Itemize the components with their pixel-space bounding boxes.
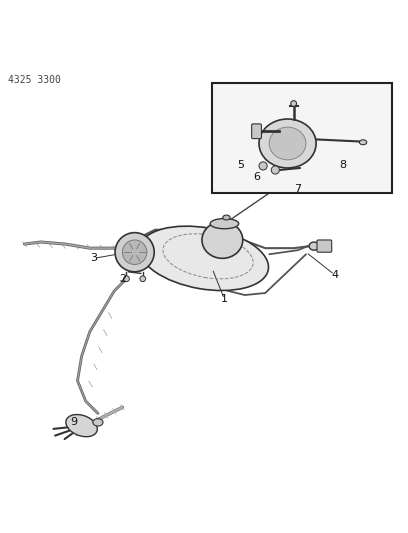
Ellipse shape bbox=[93, 419, 103, 426]
Text: 8: 8 bbox=[339, 159, 346, 169]
Text: 7: 7 bbox=[294, 184, 302, 194]
Ellipse shape bbox=[259, 119, 316, 168]
Circle shape bbox=[115, 232, 154, 272]
Ellipse shape bbox=[269, 127, 306, 160]
Ellipse shape bbox=[210, 219, 239, 229]
Ellipse shape bbox=[309, 242, 319, 250]
Text: 3: 3 bbox=[90, 253, 98, 263]
Text: 1: 1 bbox=[221, 294, 228, 304]
Ellipse shape bbox=[140, 226, 268, 290]
Circle shape bbox=[291, 101, 297, 107]
FancyBboxPatch shape bbox=[252, 124, 262, 139]
Bar bbox=[212, 83, 392, 193]
Ellipse shape bbox=[359, 140, 367, 145]
Circle shape bbox=[140, 276, 146, 281]
Text: 4: 4 bbox=[331, 270, 338, 280]
Circle shape bbox=[124, 276, 129, 281]
Text: 5: 5 bbox=[237, 159, 244, 169]
Ellipse shape bbox=[66, 415, 98, 437]
Circle shape bbox=[122, 240, 147, 264]
Text: 2: 2 bbox=[119, 274, 126, 284]
Ellipse shape bbox=[223, 215, 230, 220]
Text: 6: 6 bbox=[253, 172, 261, 182]
Text: 9: 9 bbox=[70, 417, 77, 426]
Circle shape bbox=[271, 166, 279, 174]
FancyBboxPatch shape bbox=[317, 240, 332, 252]
Ellipse shape bbox=[202, 222, 243, 259]
Text: 4325 3300: 4325 3300 bbox=[8, 75, 61, 85]
Circle shape bbox=[259, 162, 267, 170]
